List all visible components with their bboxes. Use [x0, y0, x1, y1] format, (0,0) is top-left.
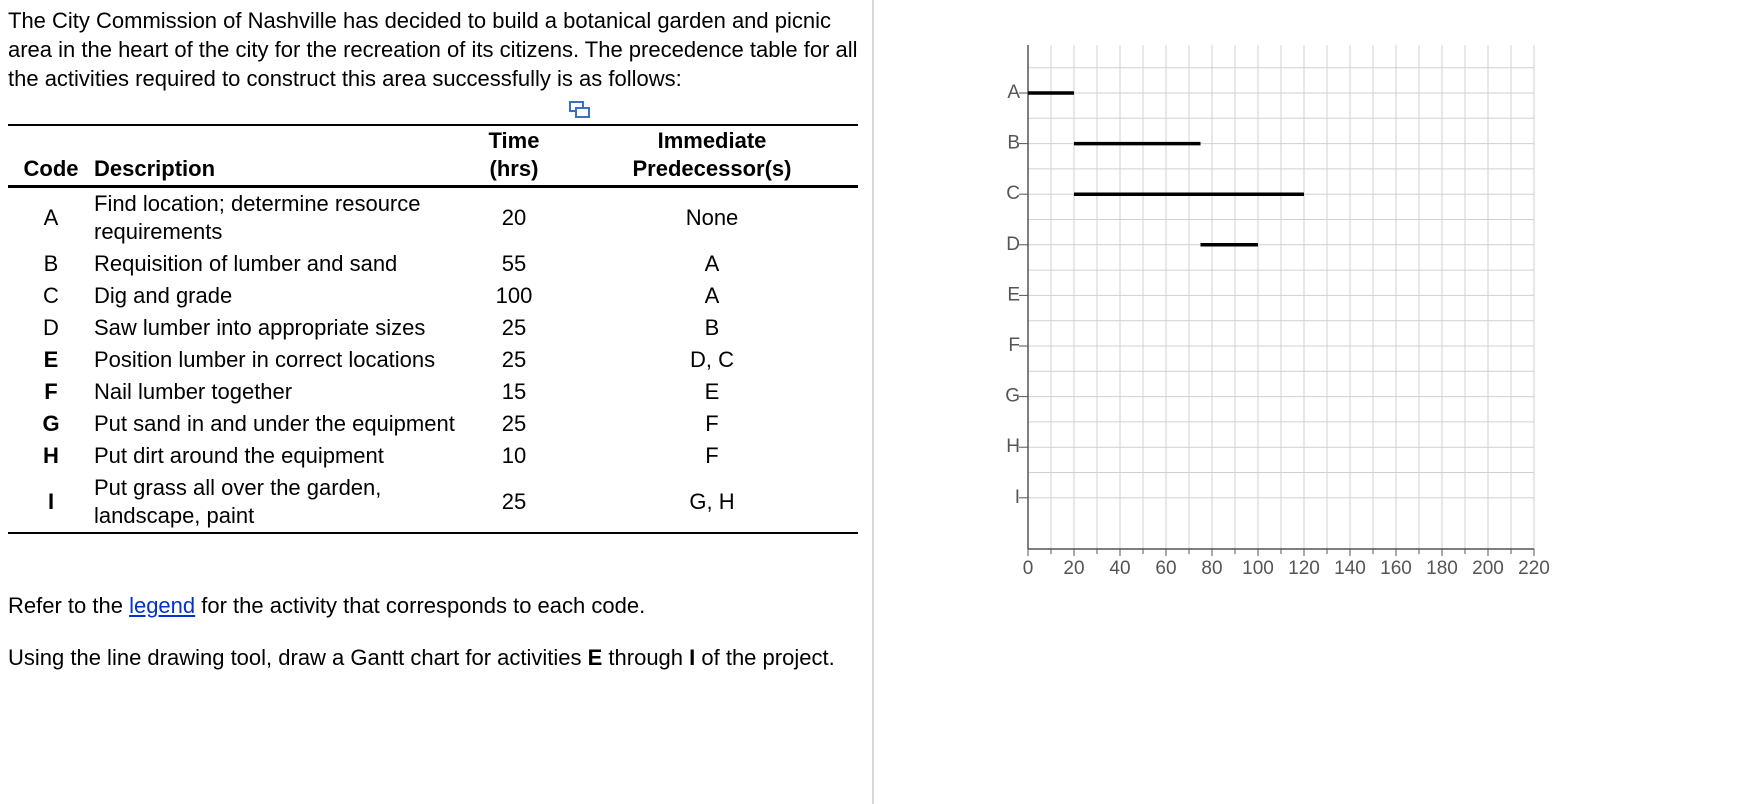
table-cell: 55 [501, 251, 527, 276]
table-cell: E [704, 379, 720, 404]
table-cell: 20 [501, 205, 527, 230]
table-cell: D [43, 315, 59, 340]
text-part: Using the line drawing tool, draw a Gant… [8, 645, 588, 670]
precedence-table: Code Description Time (hrs) Immediate Prede… [8, 124, 858, 534]
table-row: B Requisition of lumber and sand 55 A [8, 248, 858, 280]
instruction: Using the line drawing tool, draw a Gant… [8, 643, 838, 672]
legend-link[interactable]: legend [129, 593, 196, 618]
table-row: G Put sand in and under the equipment 25 F [8, 408, 858, 440]
table-cell: Requisition of lumber and sand [94, 251, 398, 276]
x-tick-label: 180 [1426, 558, 1458, 579]
divider [872, 0, 874, 804]
table-cell: A [704, 283, 720, 308]
x-tick-label: 200 [1472, 558, 1504, 579]
text-part: for the activity that corresponds to eac… [195, 593, 646, 618]
table-cell: D, C [690, 347, 734, 372]
table-row: I Put grass all over the garden, landscap… [8, 472, 858, 533]
table-row: H Put dirt around the equipment 10 F [8, 440, 858, 472]
header-text: Code [23, 156, 79, 181]
table-cell: G, H [689, 489, 735, 514]
column-header: Immediate Predecessor(s) [566, 125, 858, 187]
text-part: E [587, 645, 603, 670]
table-cell: F [705, 411, 719, 436]
table-cell: Put dirt around the equipment [94, 443, 384, 468]
table-cell: Saw lumber into appropriate sizes [94, 315, 426, 340]
text-part: I [689, 645, 696, 670]
category-label: I [1015, 487, 1020, 508]
x-tick-label: 60 [1155, 558, 1176, 579]
text-part: Refer to the [8, 593, 130, 618]
table-cell: Dig and grade [94, 283, 233, 308]
gantt-chart: 0 20 40 60 80 100 120 140 160 180 200 220 A B C D E F G H I [1005, 45, 1550, 579]
table-cell: None [685, 205, 739, 230]
table-cell: B [43, 251, 59, 276]
category-label: F [1008, 335, 1020, 356]
category-label: B [1007, 133, 1020, 154]
category-label: H [1006, 436, 1020, 457]
header-text: Description [94, 156, 216, 181]
category-label: G [1005, 386, 1020, 407]
column-header: Time (hrs) [462, 125, 566, 187]
header-text: Immediate Predecessor(s) [632, 128, 792, 181]
x-tick-label: 0 [1023, 558, 1034, 579]
table-cell: 25 [501, 411, 527, 436]
category-label: A [1007, 82, 1020, 103]
table-cell: E [43, 347, 59, 372]
x-tick-label: 120 [1288, 558, 1320, 579]
expand-icon[interactable] [568, 100, 592, 120]
table-cell: I [47, 489, 55, 514]
table-cell: 25 [501, 489, 527, 514]
table-cell: Put sand in and under the equipment [94, 411, 455, 436]
table-cell: A [704, 251, 720, 276]
table-cell: Position lumber in correct locations [94, 347, 436, 372]
table-cell: Put grass all over the garden, landscape… [94, 475, 382, 528]
table-cell: G [42, 411, 60, 436]
table-row: F Nail lumber together 15 E [8, 376, 858, 408]
table-cell: B [704, 315, 720, 340]
text-part: through [602, 645, 690, 670]
x-tick-label: 220 [1518, 558, 1550, 579]
table-cell: 25 [501, 347, 527, 372]
category-label: E [1007, 284, 1020, 305]
intro-text: The City Commission of Nashville has dec… [8, 8, 858, 91]
x-tick-label: 160 [1380, 558, 1412, 579]
table-row: A Find location; determine resource requi… [8, 187, 858, 249]
table-cell: 100 [495, 283, 533, 308]
x-tick-label: 140 [1334, 558, 1366, 579]
table-cell: 10 [501, 443, 527, 468]
table-cell: 15 [501, 379, 527, 404]
column-header: Description [94, 125, 462, 187]
table-cell: Find location; determine resource requir… [94, 191, 421, 244]
table-cell: Nail lumber together [94, 379, 293, 404]
table-cell: C [43, 283, 59, 308]
table-row: C Dig and grade 100 A [8, 280, 858, 312]
table-row: D Saw lumber into appropriate sizes 25 B [8, 312, 858, 344]
x-tick-label: 40 [1109, 558, 1130, 579]
header-row: Code Description Time (hrs) Immediate Prede… [8, 125, 858, 187]
header-text: Time (hrs) [488, 128, 540, 181]
column-header: Code [8, 125, 94, 187]
table-cell: A [43, 205, 59, 230]
category-label: D [1006, 234, 1020, 255]
table-cell: H [43, 443, 59, 468]
table-cell: F [705, 443, 719, 468]
table-cell: 25 [501, 315, 527, 340]
x-tick-label: 80 [1201, 558, 1222, 579]
table-cell: F [44, 379, 58, 404]
legend-note: Refer to the legend for the activity tha… [8, 591, 858, 620]
text-part: of the project. [695, 645, 835, 670]
category-label: C [1006, 183, 1020, 204]
x-tick-label: 20 [1063, 558, 1084, 579]
x-tick-label: 100 [1242, 558, 1274, 579]
table-row: E Position lumber in correct locations 25 D… [8, 344, 858, 376]
